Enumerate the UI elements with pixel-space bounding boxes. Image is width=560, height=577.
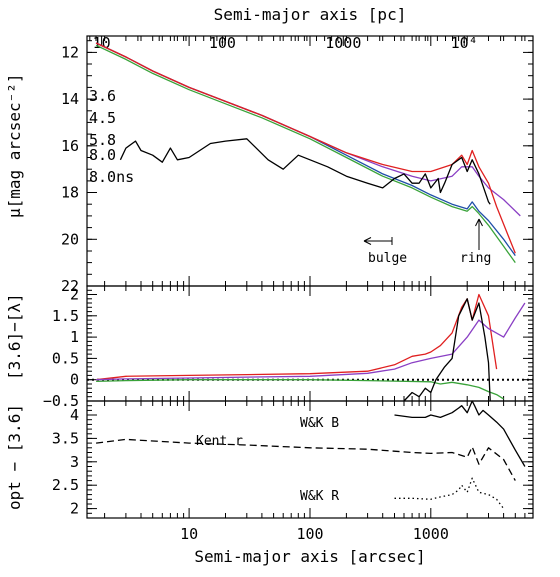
y-tick-label: 1 (70, 328, 79, 346)
series-line-8.0 (95, 42, 516, 254)
middle-panel-frame (86, 285, 534, 402)
bottom-x-axis-title: Semi-major axis [arcsec] (194, 547, 425, 566)
wk-r-label: W&K R (300, 489, 339, 504)
series-line-5.8 (95, 42, 521, 217)
series-line-Kent-r (96, 438, 516, 481)
y-tick-label: 16 (61, 137, 79, 155)
x-tick-label: 10 (180, 525, 198, 543)
series-line-3.6-5.8 (96, 302, 526, 381)
top-x-tick-label: 100 (209, 34, 236, 52)
y-tick-label: 4 (70, 406, 79, 424)
series-line-3.6-4.5 (96, 379, 504, 400)
legend: 3.6 4.5 5.8 8.0 8.0ns (89, 87, 134, 186)
top-x-tick-label: 1000 (325, 34, 361, 52)
legend-4.5: 4.5 (89, 109, 116, 127)
y-tick-label: 1.5 (52, 307, 79, 325)
ring-label: ring (460, 251, 491, 266)
x-tick-label: 1000 (413, 525, 449, 543)
y-tick-label: 2 (70, 286, 79, 304)
y-tick-label: −0.5 (43, 392, 79, 410)
series-line-8.0ns (119, 138, 491, 205)
data-series (87, 42, 533, 509)
y-tick-label: 22 (61, 277, 79, 295)
top-x-tick-label: 10 (93, 34, 111, 52)
y-tick-label: 3.5 (52, 429, 79, 447)
series-line-W-K-R (394, 477, 505, 509)
y-tick-label: 0 (70, 371, 79, 389)
bottom-y-axis-title: opt − [3.6] (5, 404, 24, 510)
series-line-W-K-B (394, 400, 526, 467)
series-line-3.6-8.0ns (403, 298, 491, 402)
bulge-arrow (363, 237, 393, 245)
series-line-3.6-8.0 (96, 293, 498, 381)
series-line-4.5 (95, 44, 516, 263)
middle-y-axis-title: [3.6]−[λ] (5, 293, 24, 380)
series-line-3.6 (95, 42, 516, 256)
y-tick-label: 12 (61, 43, 79, 61)
kent-r-label: Kent r (196, 434, 243, 449)
y-tick-label: 14 (61, 90, 79, 108)
legend-3.6: 3.6 (89, 87, 116, 105)
top-x-tick-label: 10⁴ (451, 34, 478, 52)
top-x-axis-title: Semi-major axis [pc] (214, 5, 407, 24)
bulge-label: bulge (368, 251, 407, 266)
y-tick-label: 3 (70, 453, 79, 471)
y-tick-label: 20 (61, 230, 79, 248)
wk-b-label: W&K B (300, 416, 339, 431)
y-tick-label: 2.5 (52, 476, 79, 494)
y-tick-label: 2 (70, 500, 79, 518)
y-tick-label: 18 (61, 184, 79, 202)
x-tick-label: 100 (296, 525, 323, 543)
top-y-axis-title: μ[mag arcsec⁻²] (5, 74, 24, 219)
ring-arrow (475, 218, 483, 250)
legend-8.0: 8.0 (89, 146, 116, 164)
axis-ticks (87, 36, 534, 519)
legend-8.0ns: 8.0ns (89, 168, 134, 186)
y-tick-label: 0.5 (52, 349, 79, 367)
legend-5.8: 5.8 (89, 131, 116, 149)
